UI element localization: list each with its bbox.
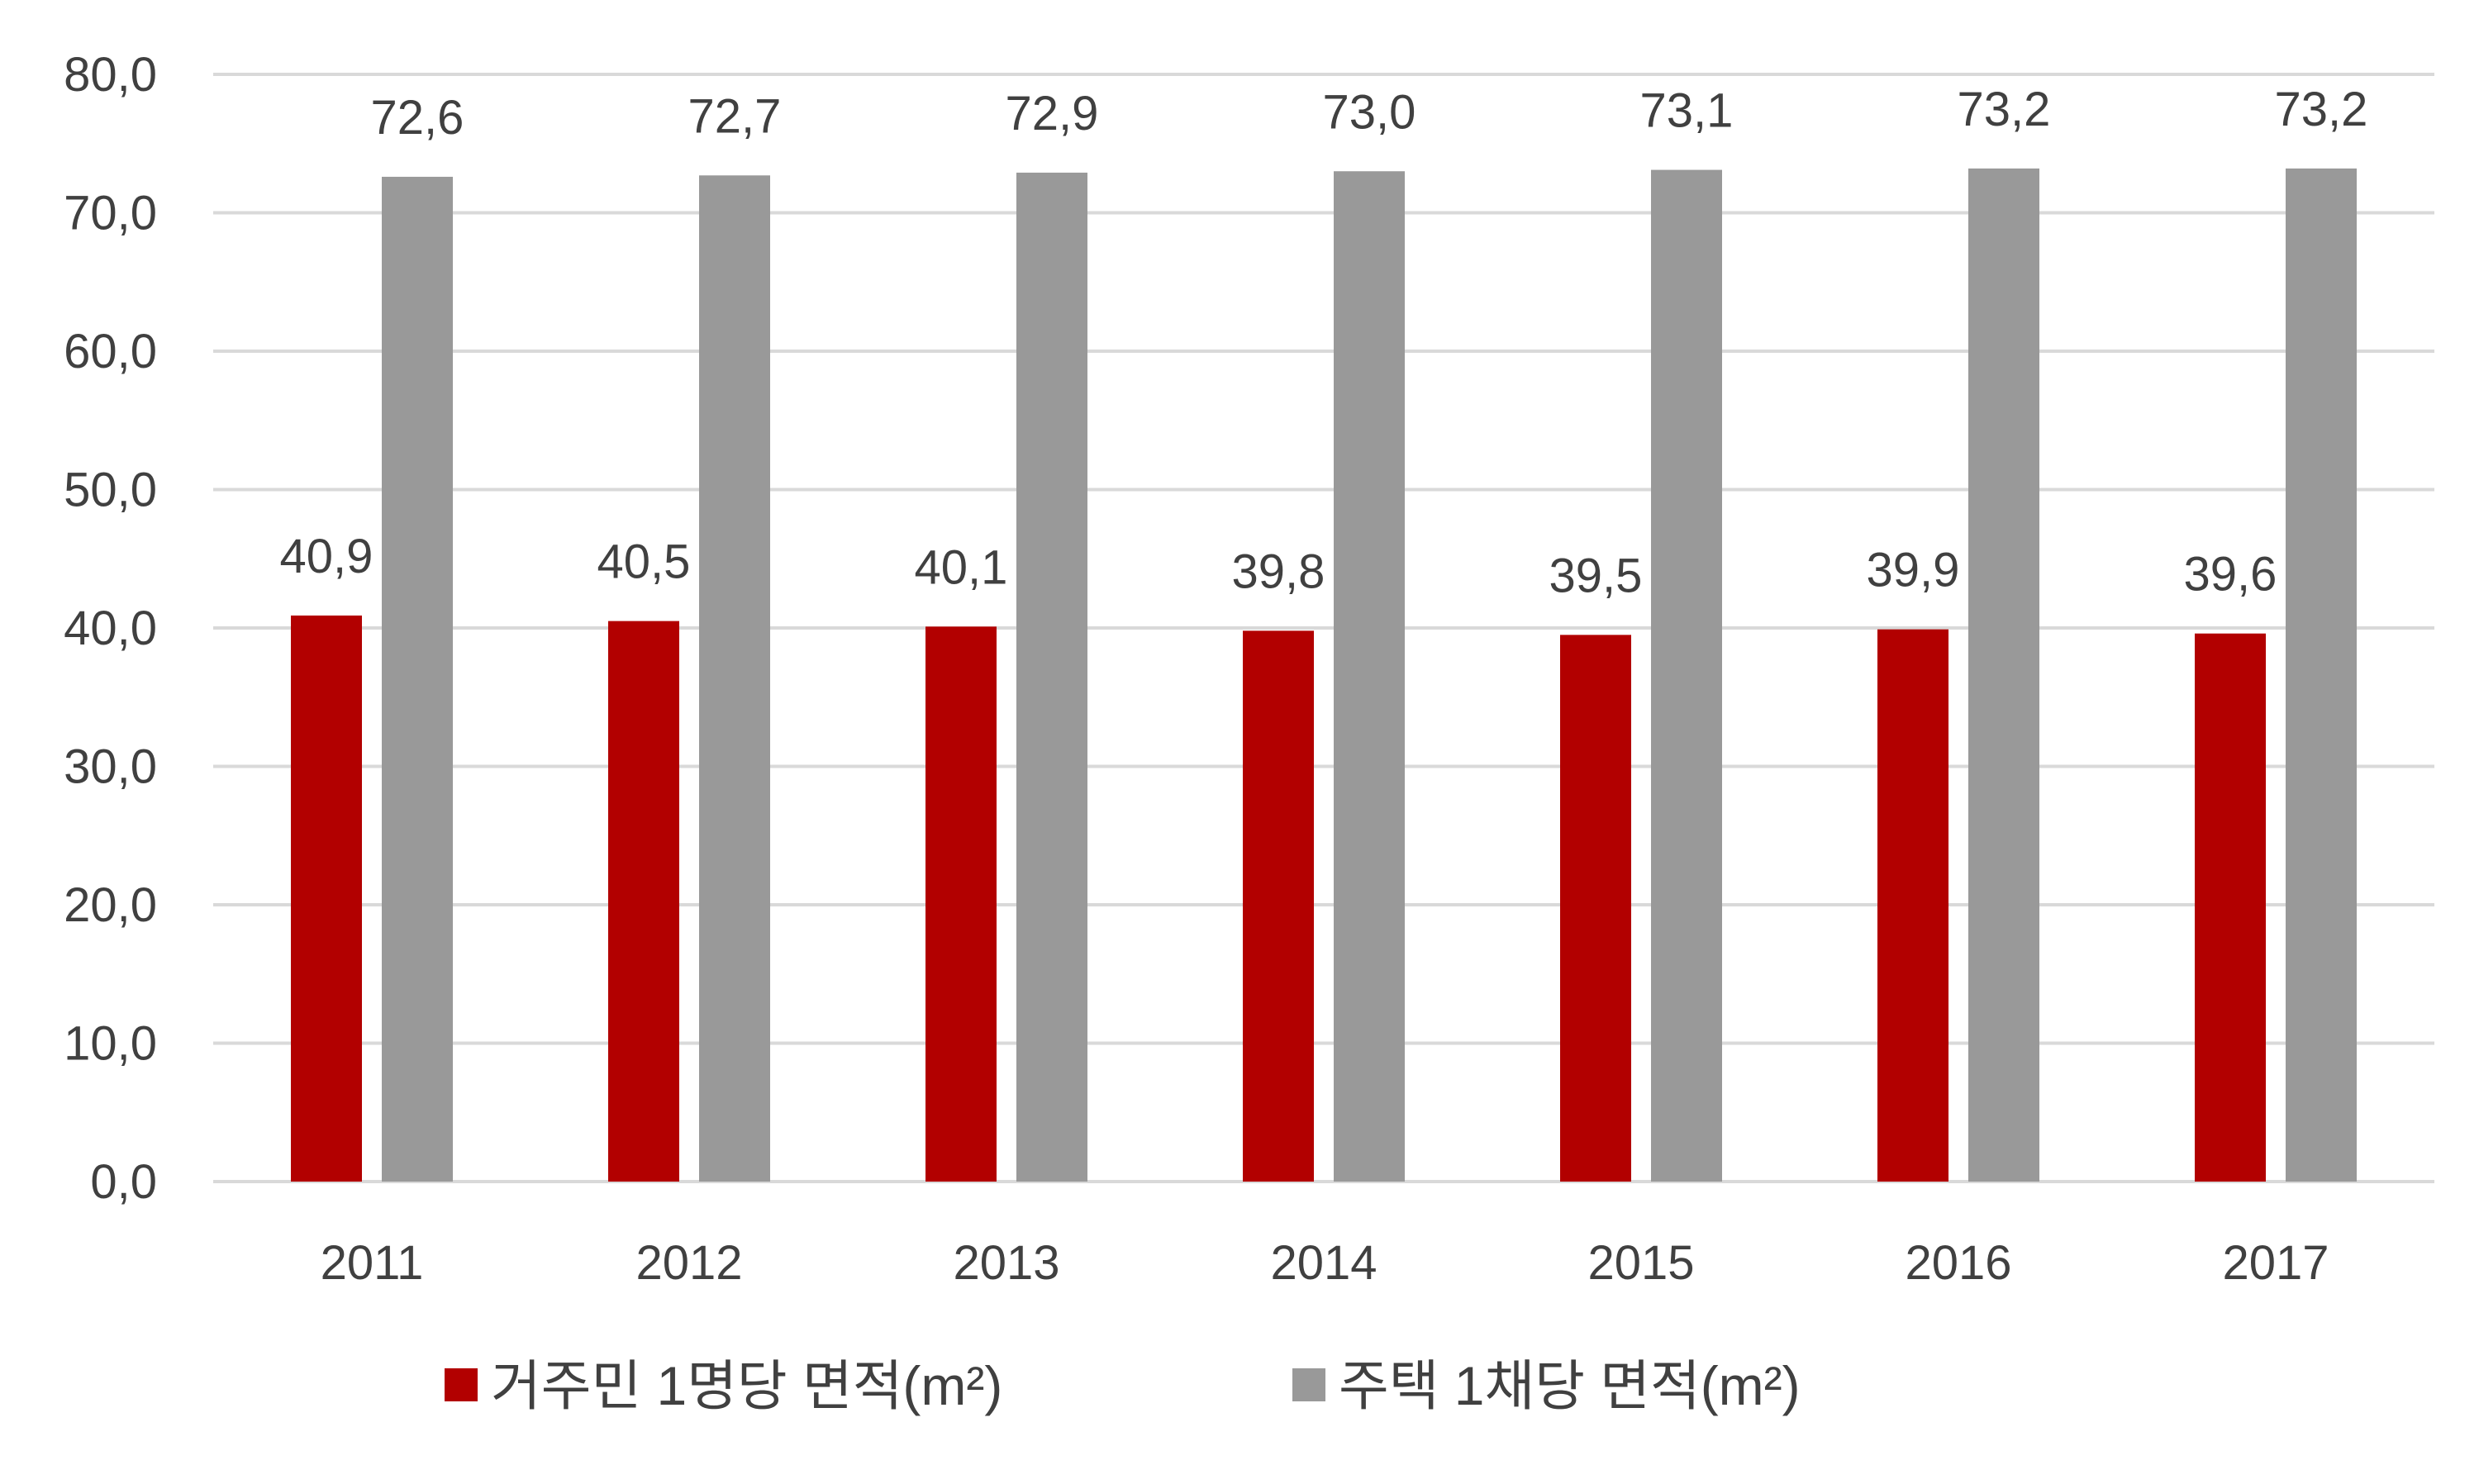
legend-swatch — [1292, 1368, 1325, 1401]
data-label: 73,0 — [1323, 85, 1416, 139]
data-label: 39,8 — [1232, 545, 1325, 598]
data-label: 73,2 — [1958, 83, 2051, 136]
data-label: 39,9 — [1867, 544, 1960, 597]
data-label: 72,6 — [371, 91, 464, 145]
data-label: 72,9 — [1006, 87, 1099, 140]
data-label: 39,6 — [2184, 548, 2277, 602]
y-tick-label: 50,0 — [64, 464, 157, 517]
y-axis: 0,0 10,0 20,0 30,0 40,0 50,0 60,0 70,0 80,0 — [64, 48, 157, 1209]
x-tick-label: 2017 — [2222, 1236, 2329, 1290]
y-tick-label: 20,0 — [64, 878, 157, 932]
bar-per-house-2011 — [382, 176, 453, 1182]
bar-per-house-2015 — [1651, 169, 1722, 1182]
x-tick-label: 2013 — [953, 1236, 1059, 1290]
bar-per-resident-2011 — [291, 615, 362, 1182]
data-label: 40,5 — [597, 535, 691, 589]
y-tick-label: 30,0 — [64, 740, 157, 794]
legend-swatch — [445, 1368, 478, 1401]
data-label: 73,1 — [1640, 84, 1734, 138]
y-tick-label: 40,0 — [64, 602, 157, 655]
bar-per-house-2013 — [1016, 172, 1087, 1182]
y-tick-label: 80,0 — [64, 48, 157, 102]
bars — [291, 168, 2357, 1182]
data-labels: 40,9 72,6 40,5 72,7 40,1 72,9 39,8 73,0 39,5 73,1… — [280, 83, 2368, 602]
x-axis: 2011 2012 2013 2014 2015 2016 2017 — [321, 1236, 2329, 1290]
bar-per-resident-2013 — [925, 626, 997, 1182]
x-tick-label: 2012 — [635, 1236, 742, 1290]
data-label: 73,2 — [2275, 83, 2368, 136]
bar-per-house-2012 — [699, 175, 770, 1182]
y-tick-label: 70,0 — [64, 187, 157, 240]
data-label: 72,7 — [688, 89, 782, 143]
legend-label: 거주민 1명당 면적(m²) — [491, 1355, 1002, 1416]
legend-label: 주택 1채당 면적(m²) — [1339, 1355, 1801, 1416]
x-tick-label: 2014 — [1270, 1236, 1377, 1290]
bar-per-house-2017 — [2286, 168, 2357, 1182]
bar-per-house-2014 — [1334, 171, 1405, 1182]
bar-per-resident-2012 — [608, 621, 679, 1182]
y-tick-label: 60,0 — [64, 325, 157, 378]
bar-per-resident-2014 — [1243, 630, 1314, 1182]
bar-per-house-2016 — [1968, 168, 2039, 1182]
data-label: 39,5 — [1549, 549, 1643, 602]
gridlines — [213, 73, 2434, 1183]
y-tick-label: 0,0 — [90, 1155, 157, 1209]
legend: 거주민 1명당 면적(m²) 주택 1채당 면적(m²) — [445, 1355, 1801, 1416]
data-label: 40,1 — [915, 540, 1008, 594]
y-tick-label: 10,0 — [64, 1017, 157, 1071]
bar-per-resident-2016 — [1877, 629, 1948, 1182]
bar-per-resident-2017 — [2195, 633, 2266, 1182]
x-tick-label: 2011 — [321, 1236, 424, 1290]
data-label: 40,9 — [280, 530, 374, 583]
x-tick-label: 2015 — [1587, 1236, 1694, 1290]
x-tick-label: 2016 — [1905, 1236, 2011, 1290]
bar-per-resident-2015 — [1560, 635, 1631, 1182]
